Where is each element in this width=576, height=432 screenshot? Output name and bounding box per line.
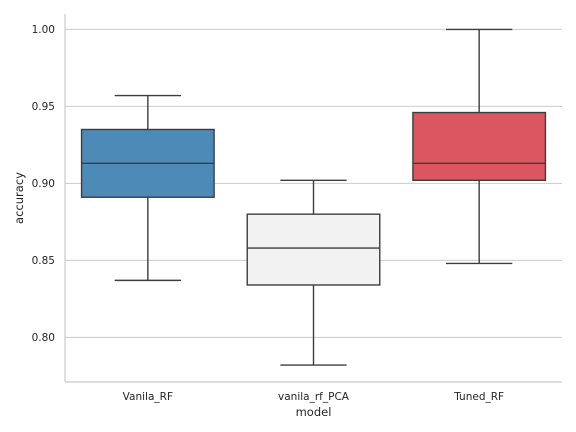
y-tick-label: 0.95 (32, 101, 55, 113)
x-tick-label: vanila_rf_PCA (278, 391, 350, 403)
x-tick-labels: Vanila_RF vanila_rf_PCA Tuned_RF (123, 391, 504, 403)
y-tick-label: 0.85 (32, 255, 55, 267)
box-Tuned_RF (413, 29, 546, 263)
box-iqr (247, 214, 380, 285)
y-tick-label: 1.00 (32, 24, 55, 36)
y-tick-label: 0.90 (32, 178, 55, 190)
y-tick-labels: 0.80 0.85 0.90 0.95 1.00 (32, 24, 55, 344)
box-Vanila_RF (82, 96, 215, 281)
x-tick-label: Tuned_RF (453, 391, 504, 403)
y-tick-label: 0.80 (32, 332, 55, 344)
boxes (82, 29, 546, 365)
x-axis-label: model (296, 405, 332, 419)
y-axis-label: accuracy (12, 172, 26, 224)
box-iqr (413, 113, 546, 181)
x-tick-label: Vanila_RF (123, 391, 173, 403)
